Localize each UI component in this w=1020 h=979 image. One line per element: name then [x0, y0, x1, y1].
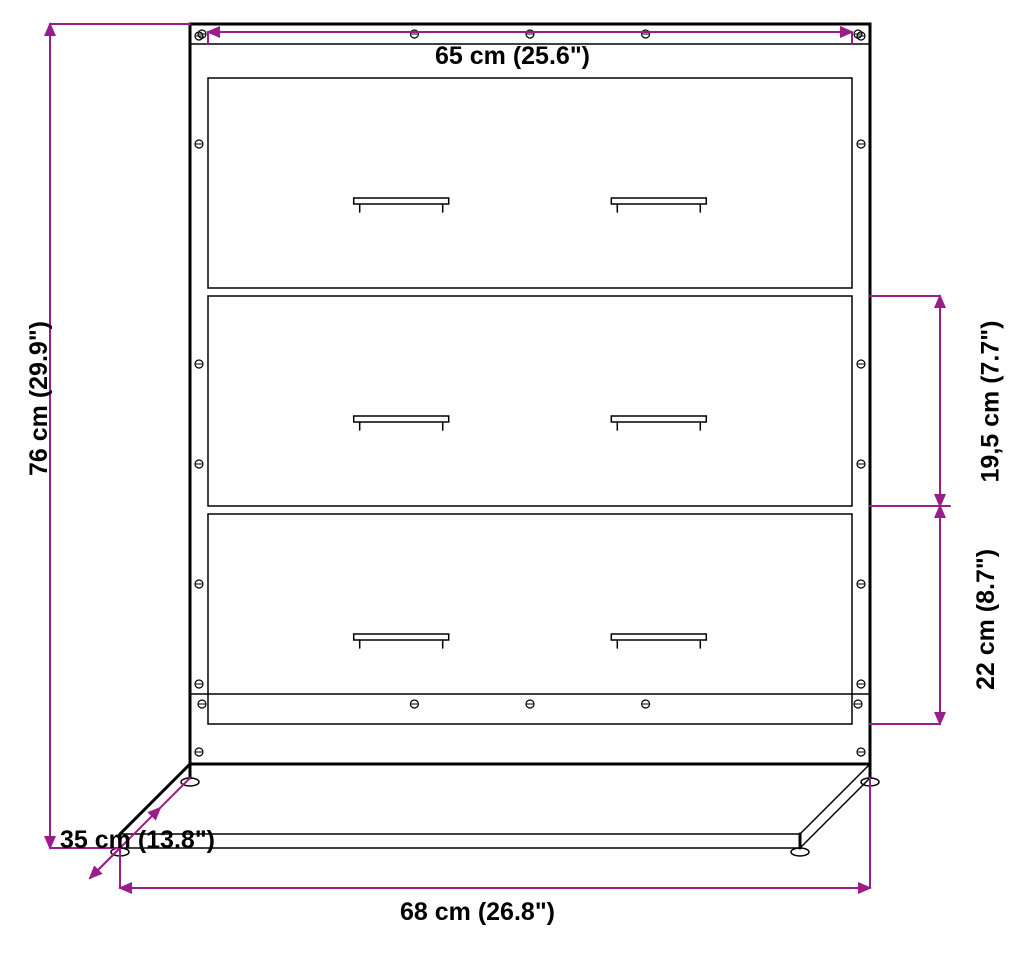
dim-depth: 35 cm (13.8") — [60, 826, 215, 855]
dim-bottom-width: 68 cm (26.8") — [400, 898, 555, 927]
dim-left-height: 76 cm (29.9") — [25, 321, 54, 476]
dim-top-width: 65 cm (25.6") — [435, 42, 590, 71]
dim-right-gap: 22 cm (8.7") — [972, 549, 1001, 690]
dim-right-drawer: 19,5 cm (7.7") — [976, 321, 1005, 483]
